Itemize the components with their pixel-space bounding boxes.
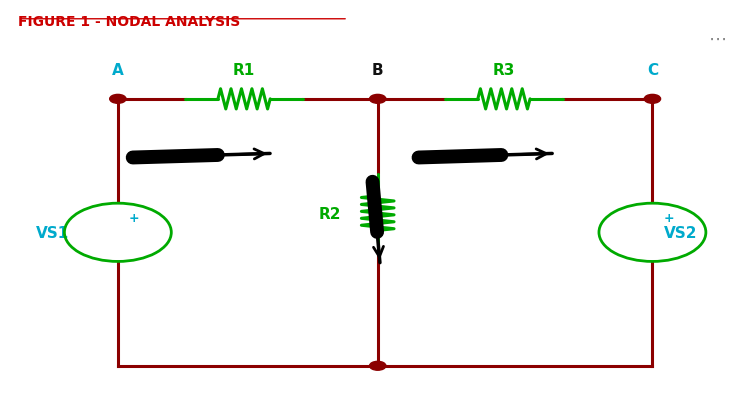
Text: R3: R3 [493, 63, 515, 77]
Circle shape [370, 362, 386, 370]
Circle shape [370, 95, 386, 104]
Circle shape [644, 95, 660, 104]
Text: ⋯: ⋯ [708, 31, 726, 49]
Text: A: A [112, 63, 123, 77]
Text: +: + [129, 211, 140, 224]
Text: R1: R1 [233, 63, 255, 77]
Text: VS2: VS2 [663, 225, 697, 240]
Text: +: + [663, 211, 674, 224]
Text: FIGURE 1 - NODAL ANALYSIS: FIGURE 1 - NODAL ANALYSIS [18, 15, 240, 29]
Text: C: C [647, 63, 658, 77]
Circle shape [110, 95, 126, 104]
Text: VS1: VS1 [37, 225, 70, 240]
Text: B: B [372, 63, 384, 77]
Text: R2: R2 [318, 206, 340, 221]
